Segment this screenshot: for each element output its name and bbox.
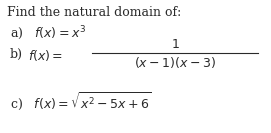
- Text: $(x-1)(x-3)$: $(x-1)(x-3)$: [134, 55, 216, 70]
- Text: b): b): [10, 48, 23, 61]
- Text: a)   $f(x) = x^3$: a) $f(x) = x^3$: [10, 24, 86, 42]
- Text: Find the natural domain of:: Find the natural domain of:: [7, 6, 181, 19]
- Text: $f(x) =$: $f(x) =$: [28, 48, 63, 63]
- Text: c)   $f(x) = \sqrt{x^2 - 5x + 6}$: c) $f(x) = \sqrt{x^2 - 5x + 6}$: [10, 90, 151, 112]
- Text: $1$: $1$: [171, 38, 179, 51]
